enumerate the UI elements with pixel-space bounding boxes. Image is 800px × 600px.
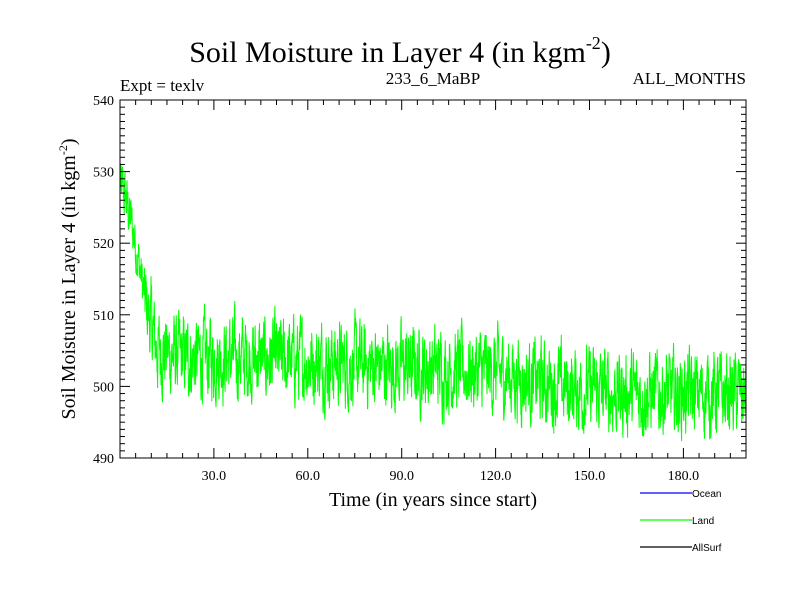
x-tick-label: 30.0 xyxy=(202,469,227,484)
x-tick-label: 90.0 xyxy=(389,469,414,484)
y-tick-label: 540 xyxy=(93,94,114,109)
y-axis-label-superscript: -2 xyxy=(56,145,70,155)
header-period: 233_6_MaBP xyxy=(386,69,480,88)
plot-frame xyxy=(119,99,747,459)
chart-title-main: Soil Moisture in Layer 4 (in kgm xyxy=(189,36,586,69)
x-tick-label: 120.0 xyxy=(480,469,512,484)
y-tick-label: 530 xyxy=(93,166,114,181)
series-group xyxy=(120,163,746,442)
legend-label-ocean: Ocean xyxy=(692,489,721,500)
legend-label-land: Land xyxy=(692,516,714,527)
x-tick-label: 150.0 xyxy=(574,469,606,484)
header-months: ALL_MONTHS xyxy=(633,69,746,88)
chart-title-superscript: -2 xyxy=(586,33,601,53)
y-tick-label: 520 xyxy=(93,237,114,252)
x-tick-label: 60.0 xyxy=(296,469,321,484)
y-tick-label: 500 xyxy=(93,380,114,395)
y-axis-label: Soil Moisture in Layer 4 (in kgm-2) xyxy=(56,138,80,419)
y-tick-label: 490 xyxy=(93,452,114,467)
y-tick-label: 510 xyxy=(93,309,114,324)
legend: Ocean Land AllSurf xyxy=(640,489,722,554)
legend-label-allsurf: AllSurf xyxy=(692,543,722,554)
x-axis-label: Time (in years since start) xyxy=(329,489,537,511)
chart-title: Soil Moisture in Layer 4 (in kgm-2) xyxy=(189,33,611,69)
series-line-land xyxy=(120,163,746,442)
y-axis-label-close: ) xyxy=(58,138,80,145)
y-axis-label-main: Soil Moisture in Layer 4 (in kgm xyxy=(58,155,80,420)
header-experiment: Expt = texlv xyxy=(120,76,205,95)
tick-group: 30.0 60.0 90.0 120.0 150.0 180.0 490 500 510 520 5… xyxy=(93,94,746,484)
chart-title-close: ) xyxy=(601,36,611,69)
x-tick-label: 180.0 xyxy=(668,469,700,484)
